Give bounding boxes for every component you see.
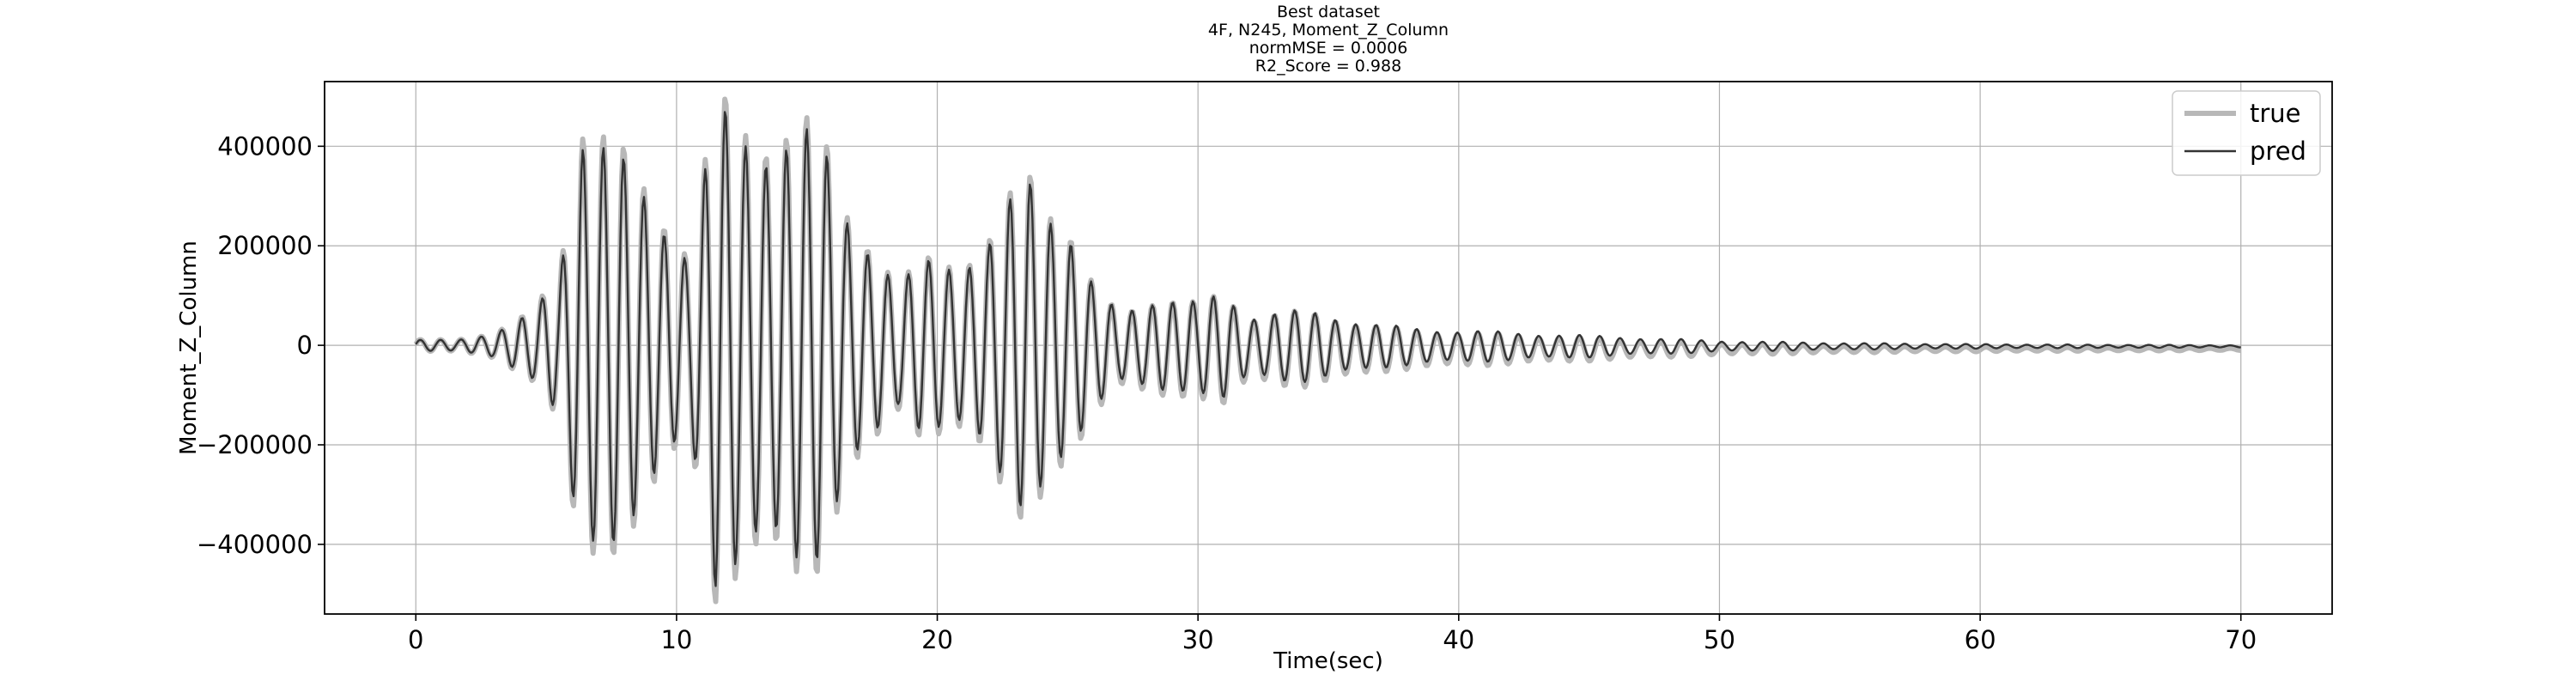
y-axis-label: Moment_Z_Column	[176, 240, 202, 455]
x-tick-label: 0	[408, 625, 423, 654]
legend: true pred	[2172, 90, 2321, 176]
legend-label-true: true	[2250, 99, 2301, 128]
y-axis-ticks: 400000 200000 0 −200000 −400000	[197, 131, 325, 559]
series-lines	[413, 96, 2243, 605]
y-tick-label: 0	[297, 331, 313, 360]
title-line-1: Best dataset	[1277, 3, 1380, 21]
x-tick-label: 70	[2225, 625, 2257, 654]
y-tick-label: 400000	[217, 131, 313, 161]
x-tick-label: 40	[1443, 625, 1474, 654]
x-tick-label: 20	[921, 625, 953, 654]
y-tick-label: −200000	[197, 430, 313, 459]
y-tick-label: −400000	[197, 530, 313, 559]
title-line-4: R2_Score = 0.988	[1255, 57, 1401, 76]
title-line-3: normMSE = 0.0006	[1249, 39, 1408, 58]
legend-label-pred: pred	[2250, 137, 2306, 166]
series-line-pred	[415, 111, 2241, 587]
title-line-2: 4F, N245, Moment_Z_Column	[1208, 21, 1449, 40]
plot-area-frame	[324, 81, 2333, 615]
y-tick-label: 200000	[217, 231, 313, 260]
x-tick-label: 30	[1182, 625, 1214, 654]
x-tick-label: 60	[1965, 625, 1996, 654]
x-tick-label: 50	[1704, 625, 1735, 654]
x-axis-ticks: 0 10 20 30 40 50 60 70	[408, 614, 2257, 654]
x-axis-label: Time(sec)	[1273, 648, 1383, 674]
x-tick-label: 10	[660, 625, 692, 654]
